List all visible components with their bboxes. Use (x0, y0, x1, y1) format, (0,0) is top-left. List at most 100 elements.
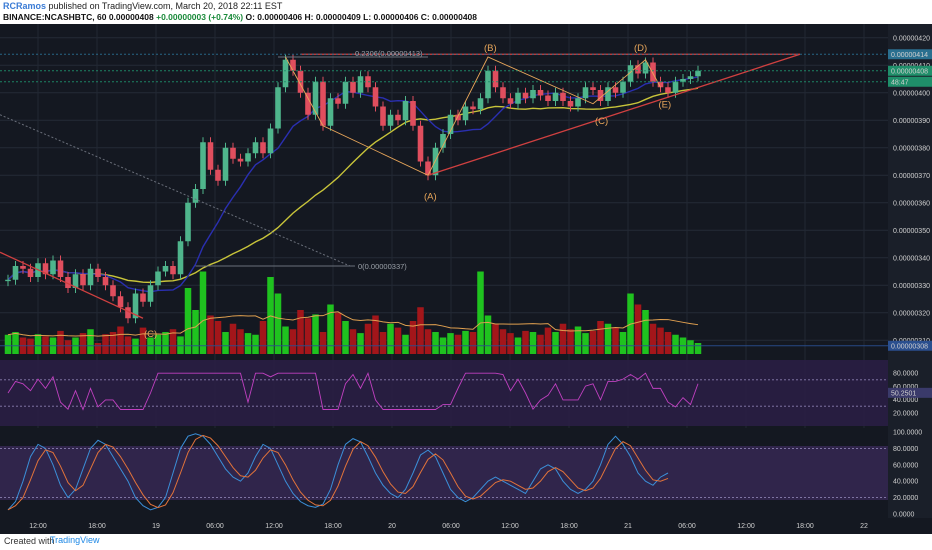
candle (275, 82, 281, 134)
candle (395, 109, 401, 126)
candle (290, 54, 296, 76)
volume-bar (567, 329, 574, 354)
candle-body (80, 274, 86, 286)
volume-bar (552, 332, 559, 354)
candle-body (537, 90, 544, 96)
candle-body (605, 87, 611, 101)
candle-body (290, 59, 296, 71)
volume-bar (469, 332, 477, 354)
candle (402, 96, 409, 126)
candle-body (350, 81, 356, 93)
chart-area[interactable]: 0.2306(0.00000413) 0(0.00000337) (A) (B) (C)… (0, 24, 932, 534)
candle (282, 54, 289, 93)
volume-bar (364, 323, 372, 354)
candle (177, 236, 184, 280)
candle (440, 129, 446, 153)
volume-bar (484, 315, 492, 354)
stoch-d-line (7, 434, 669, 511)
tradingview-logo-text[interactable]: TradingView (50, 535, 100, 545)
price-badge-label: 0.00000308 (891, 343, 928, 350)
candle-body (320, 81, 326, 126)
volume-bar (372, 315, 379, 354)
candle-body (462, 106, 469, 121)
price-badge-label: 0.00000408 (891, 68, 928, 75)
volume-bar (687, 340, 694, 354)
candle-body (440, 134, 446, 148)
volume-bar (102, 334, 109, 354)
candle-body (522, 92, 529, 99)
candle-body (410, 101, 416, 126)
candle-body (387, 114, 394, 126)
time-tick-label: 22 (860, 523, 868, 530)
candle (222, 142, 229, 186)
candle (695, 65, 701, 82)
candle (42, 258, 49, 280)
volume-bar (57, 330, 64, 354)
volume-bar (402, 334, 409, 354)
candle (65, 272, 71, 293)
candle (657, 76, 664, 93)
volume-bar (64, 340, 72, 354)
candle (567, 96, 574, 112)
candle (507, 93, 514, 109)
candle (207, 137, 214, 175)
candle-body (245, 153, 251, 162)
volume-bar (394, 327, 402, 354)
candle-body (620, 81, 626, 93)
candle (410, 96, 416, 131)
candle-body (552, 92, 559, 101)
time-tick-label: 18:00 (324, 523, 342, 530)
volume-bar (559, 323, 567, 354)
volume-bar (477, 271, 484, 354)
volume-bar (529, 332, 537, 354)
candle-body (560, 92, 566, 101)
wave-label: (C) (144, 329, 157, 340)
candle-body (125, 307, 131, 319)
volume-bar (94, 343, 102, 354)
volume-bar (42, 336, 49, 354)
candle (230, 142, 236, 164)
candle-body (357, 76, 364, 93)
time-tick-label: 20 (388, 523, 396, 530)
candle (215, 164, 221, 186)
candle-body (575, 98, 581, 107)
publish-text: published on TradingView.com, March 20, … (48, 1, 283, 11)
price-tick-label: 0.00000370 (893, 173, 930, 180)
candle-body (657, 81, 664, 88)
volume-bar (447, 333, 454, 354)
candle-body (672, 81, 679, 93)
candle (605, 82, 611, 106)
price-badges: 0.00000414 0.00000408 48:47 0.00000308 (0, 49, 932, 351)
fib-label-top: 0.2306(0.00000413) (355, 49, 423, 58)
volume-bar (387, 323, 394, 354)
candle-body (177, 241, 184, 275)
footer: Created with TradingView (0, 534, 932, 550)
volume-bar (207, 315, 214, 354)
candle (87, 263, 94, 291)
time-tick-label: 21 (624, 523, 632, 530)
candle-body (642, 62, 649, 74)
candle (620, 76, 626, 98)
price-badge-label: 0.00000414 (891, 52, 928, 59)
wave-label: (B) (484, 43, 497, 54)
candle-body (342, 81, 349, 104)
time-tick-label: 06:00 (442, 523, 460, 530)
candle-body (215, 169, 221, 181)
candle-body (192, 189, 199, 203)
time-axis-background (0, 518, 932, 534)
volume-bar (237, 329, 244, 354)
volume-bar (454, 334, 462, 354)
support-trendline (427, 53, 801, 176)
volume-bar (319, 332, 327, 354)
candle-body (260, 142, 266, 154)
volume-bar (297, 310, 304, 354)
candle (305, 87, 311, 120)
candle-body (665, 87, 671, 93)
fib-diagonal (0, 114, 351, 267)
candle-body (507, 98, 514, 104)
candle (462, 101, 469, 126)
candle (110, 280, 116, 302)
candle-body (312, 81, 319, 115)
candle-body (110, 285, 116, 297)
author-link[interactable]: RCRamos (3, 1, 47, 11)
